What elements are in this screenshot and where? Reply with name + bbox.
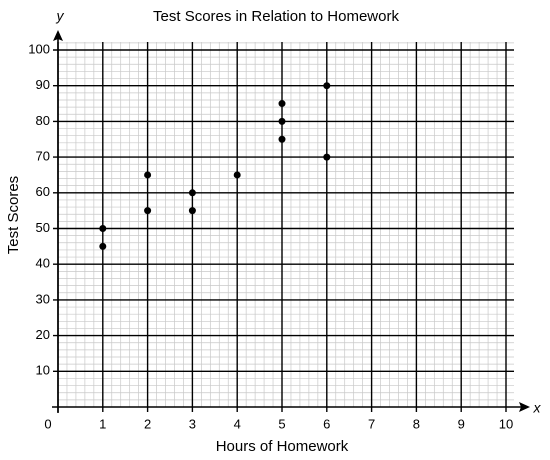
point bbox=[188, 207, 196, 215]
y-tick-label: 30 bbox=[36, 291, 50, 306]
point bbox=[99, 225, 107, 232]
y-tick-label: 90 bbox=[36, 77, 50, 92]
point bbox=[99, 242, 107, 250]
x-tick-label: 1 bbox=[99, 416, 106, 431]
y-tick-label: 70 bbox=[36, 149, 50, 164]
y-axis-symbol: y bbox=[56, 8, 65, 24]
y-tick-label: 40 bbox=[36, 256, 50, 271]
x-tick-label: 10 bbox=[499, 416, 513, 431]
y-axis-arrow bbox=[53, 30, 63, 41]
x-tick-label: 7 bbox=[368, 416, 375, 431]
x-tick-label: 2 bbox=[144, 416, 151, 431]
y-tick-label: 20 bbox=[36, 327, 50, 342]
y-axis-title: Test Scores bbox=[5, 176, 22, 254]
y-tick-label: 100 bbox=[28, 41, 50, 56]
y-tick-label: 10 bbox=[36, 363, 50, 378]
x-tick-label: 6 bbox=[323, 416, 330, 431]
x-axis-symbol: x bbox=[533, 400, 542, 416]
point bbox=[278, 100, 286, 108]
point bbox=[233, 171, 241, 179]
x-tick-label: 8 bbox=[413, 416, 420, 431]
point bbox=[323, 153, 331, 161]
chart-title: Test Scores in Relation to Homework bbox=[153, 8, 399, 25]
x-axis-title: Hours of Homework bbox=[216, 438, 349, 455]
point bbox=[188, 189, 196, 197]
point bbox=[323, 82, 331, 90]
y-tick-label: 50 bbox=[36, 220, 50, 235]
minor-grid bbox=[57, 42, 514, 408]
point bbox=[144, 207, 152, 215]
point bbox=[278, 117, 286, 125]
x-tick-label: 3 bbox=[189, 416, 196, 431]
point bbox=[278, 135, 286, 143]
y-tick-label: 80 bbox=[36, 113, 50, 128]
x-tick-label: 0 bbox=[44, 416, 51, 431]
x-tick-label: 9 bbox=[458, 416, 465, 431]
point bbox=[144, 171, 152, 179]
x-tick-label: 4 bbox=[234, 416, 241, 431]
x-tick-label: 5 bbox=[278, 416, 285, 431]
x-axis-arrow bbox=[519, 402, 530, 412]
y-tick-label: 60 bbox=[36, 184, 50, 199]
